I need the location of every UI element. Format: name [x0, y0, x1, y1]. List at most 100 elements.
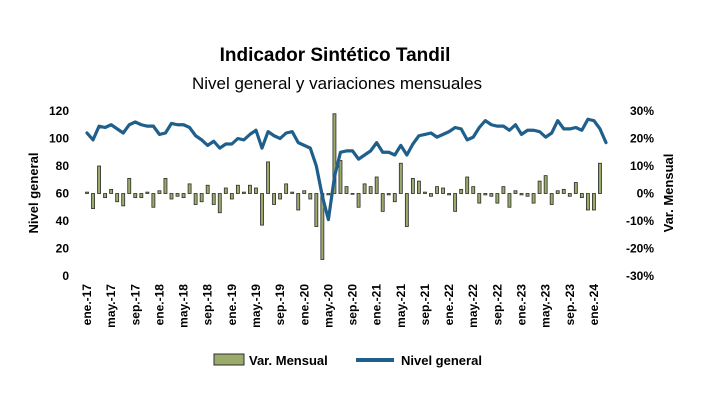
bar: [513, 190, 518, 194]
x-tick-label: sep.-19: [273, 284, 287, 326]
bar: [410, 177, 415, 194]
x-tick-label: may.-20: [321, 284, 335, 328]
bar: [157, 190, 162, 194]
line-series: [85, 117, 608, 222]
bar: [404, 193, 409, 227]
bar: [266, 161, 270, 194]
bar: [338, 160, 343, 194]
x-tick-label: sep.-21: [418, 284, 432, 326]
x-tick-label: ene.-19: [225, 284, 239, 326]
bar: [537, 180, 542, 194]
bar: [579, 193, 584, 199]
bar: [380, 193, 385, 212]
bar: [423, 191, 427, 194]
bar: [489, 193, 494, 197]
bar: [555, 190, 560, 194]
left-tick-label: 40: [56, 214, 70, 228]
bar: [235, 184, 240, 194]
right-tick-label: 20%: [630, 132, 654, 146]
bar: [302, 190, 307, 194]
x-tick-label: sep.-22: [490, 284, 504, 326]
bar: [483, 193, 488, 196]
bar: [217, 193, 222, 214]
bar: [254, 187, 258, 194]
bar: [350, 193, 355, 195]
bar: [187, 183, 192, 194]
bar: [308, 193, 313, 200]
x-tick-label: may.-18: [177, 284, 191, 328]
bar: [592, 193, 596, 211]
bar-series: [85, 113, 602, 260]
bar: [193, 193, 198, 205]
bar: [501, 186, 506, 194]
x-tick-label: ene.-24: [587, 284, 601, 326]
left-tick-label: 0: [62, 269, 69, 283]
bar: [362, 183, 367, 194]
legend-line-label: Nivel general: [401, 353, 482, 368]
x-tick-label: may.-17: [104, 284, 118, 328]
bar: [453, 193, 458, 212]
bar: [356, 193, 361, 208]
chart-title: Indicador Sintético Tandil: [220, 45, 451, 66]
bar: [368, 186, 373, 194]
x-tick-label: ene.-17: [80, 284, 94, 326]
x-tick-label: sep.-23: [563, 284, 577, 326]
bar: [278, 193, 283, 200]
x-tick-label: ene.-18: [152, 284, 166, 326]
right-tick-label: 10%: [630, 159, 654, 173]
bar: [181, 193, 186, 199]
chart-subtitle: Nivel general y variaciones mensuales: [192, 74, 482, 93]
bar: [241, 191, 246, 194]
right-tick-label: 30%: [630, 104, 654, 118]
bar: [471, 186, 476, 194]
bar: [175, 193, 180, 197]
left-axis-ticks: 0 20 40 60 80 100 120: [49, 104, 69, 283]
bar: [573, 182, 578, 194]
bar: [585, 193, 590, 211]
bar: [205, 184, 210, 194]
legend: Var. Mensual Nivel general: [213, 353, 482, 368]
x-tick-label: may.-21: [394, 284, 408, 328]
bar: [169, 193, 174, 200]
left-tick-label: 80: [56, 159, 70, 173]
right-tick-label: 0%: [637, 187, 655, 201]
bar: [459, 188, 464, 194]
bar: [296, 193, 301, 211]
bar: [133, 193, 138, 199]
bar: [260, 193, 264, 226]
bar: [417, 180, 421, 194]
left-tick-label: 120: [49, 104, 69, 118]
bar: [211, 193, 216, 205]
right-axis-ticks: -30% -20% -10% 0% 10% 20% 30%: [626, 104, 654, 283]
left-tick-label: 20: [56, 242, 70, 256]
bar: [519, 193, 524, 196]
bar: [507, 193, 512, 208]
x-tick-label: ene.-23: [515, 284, 529, 326]
bar: [284, 183, 289, 194]
bar: [91, 193, 95, 210]
bar: [248, 184, 252, 194]
bar: [151, 193, 156, 208]
bar: [398, 162, 403, 194]
bar: [567, 193, 572, 197]
bar: [447, 193, 452, 196]
right-tick-label: -10%: [626, 214, 654, 228]
x-tick-label: ene.-21: [370, 284, 384, 326]
bar: [121, 193, 126, 207]
left-tick-label: 60: [56, 187, 70, 201]
bar: [543, 175, 548, 194]
bar: [115, 193, 120, 203]
bar: [97, 165, 101, 194]
right-tick-label: -20%: [626, 242, 654, 256]
bar: [103, 193, 108, 199]
bar: [272, 193, 276, 205]
nivel-general-line: [85, 117, 608, 222]
x-tick-label: ene.-22: [442, 284, 456, 326]
bar: [109, 188, 114, 194]
bar: [429, 193, 433, 197]
bar: [531, 193, 536, 204]
bar: [85, 191, 89, 194]
bar: [561, 188, 566, 194]
legend-bar-swatch: [213, 353, 245, 366]
